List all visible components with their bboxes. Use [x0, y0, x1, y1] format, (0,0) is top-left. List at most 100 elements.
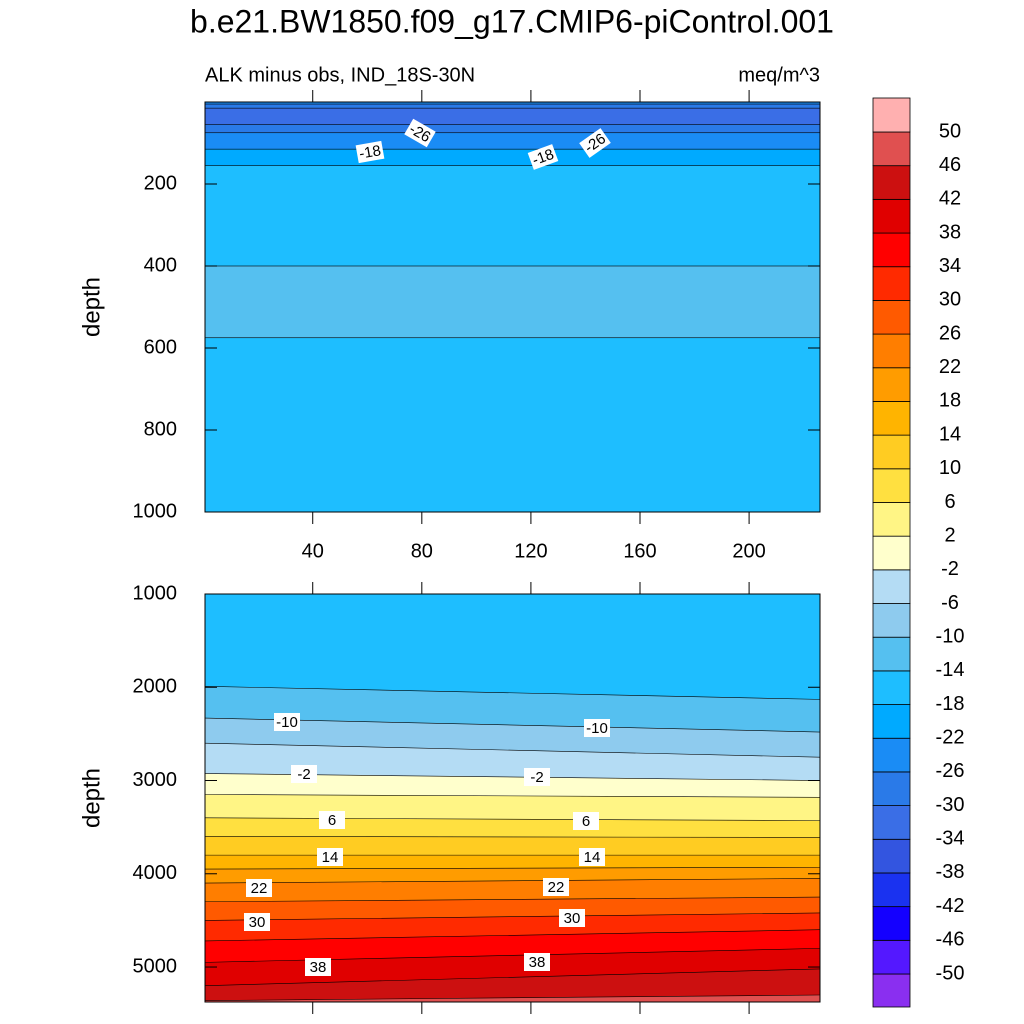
contour-label-bg — [404, 118, 436, 148]
y-tick-label: 200 — [144, 172, 177, 194]
colorbar-label: 42 — [939, 188, 961, 210]
contour-label-bg — [527, 144, 559, 170]
contour-label: 6 — [328, 812, 336, 829]
colorbar-label: 2 — [944, 524, 955, 546]
colorbar-label: -2 — [941, 558, 959, 580]
contour-label-bg — [579, 848, 605, 866]
contour-label: -18 — [530, 146, 556, 169]
contour-label-bg — [355, 140, 385, 164]
contour-label: -10 — [586, 720, 608, 737]
contour-band — [205, 265, 820, 339]
y-tick-label: 3000 — [133, 769, 178, 791]
contour-line — [205, 686, 820, 700]
colorbar-label: -46 — [936, 929, 965, 951]
colorbar-label: 30 — [939, 289, 961, 311]
x-tick-label: 80 — [411, 540, 433, 562]
colorbar-box — [872, 872, 911, 908]
y-axis-label: depth — [78, 768, 105, 828]
contour-label-bg — [543, 878, 569, 896]
contour-label: 14 — [322, 849, 339, 866]
colorbar-box — [872, 434, 911, 470]
contour-label-group: -2 — [291, 765, 317, 783]
colorbar-label: -30 — [936, 794, 965, 816]
x-tick-label: 120 — [514, 540, 547, 562]
contour-label: -10 — [276, 714, 298, 731]
contour-label-bg — [305, 958, 331, 976]
contour-label-bg — [319, 811, 345, 829]
colorbar-box — [872, 198, 911, 234]
colorbar-label: -6 — [941, 592, 959, 614]
contour-line — [205, 994, 820, 1001]
contour-label: 38 — [310, 959, 327, 976]
contour-label-group: 22 — [543, 878, 569, 896]
contour-line — [205, 896, 820, 903]
colorbar-box — [872, 165, 911, 200]
colorbar-box — [872, 838, 911, 874]
contour-label: -2 — [297, 766, 310, 783]
colorbar-label: -22 — [936, 727, 965, 749]
colorbar-label: -50 — [936, 962, 965, 984]
y-tick-label: 4000 — [133, 862, 178, 884]
colorbar-label: -38 — [936, 861, 965, 883]
contour-fill — [205, 968, 820, 1002]
colorbar-label: 50 — [939, 120, 961, 142]
contour-line — [205, 912, 820, 921]
contour-label-bg — [317, 848, 343, 866]
contour-label: 6 — [582, 813, 590, 830]
y-tick-label: 800 — [144, 418, 177, 440]
contour-line — [205, 878, 820, 884]
colorbar-box — [872, 670, 911, 705]
contour-line — [205, 866, 820, 870]
contour-label-bg — [559, 909, 585, 927]
contour-label: 30 — [249, 914, 266, 931]
x-tick-label: 160 — [623, 540, 656, 562]
contour-label: 38 — [529, 954, 546, 971]
contour-label-group: -18 — [355, 140, 385, 164]
colorbar-box — [872, 771, 911, 806]
contour-line — [205, 968, 820, 986]
contour-label-group: -2 — [524, 768, 550, 786]
contour-line — [205, 794, 820, 798]
contour-line — [205, 817, 820, 821]
contour-line — [205, 929, 820, 942]
contour-line — [205, 742, 820, 758]
contour-line — [205, 717, 820, 733]
left-string: ALK minus obs, IND_18S-30N — [205, 64, 475, 86]
colorbar-label: 14 — [939, 423, 961, 445]
contour-label-bg — [579, 128, 611, 158]
y-axis-label: depth — [78, 277, 105, 337]
contour-label-group: -18 — [527, 144, 559, 170]
colorbar-label: -10 — [936, 625, 965, 647]
contour-label: 14 — [584, 849, 601, 866]
contour-label: 30 — [564, 910, 581, 927]
contour-label-bg — [291, 765, 317, 783]
colorbar-box — [872, 232, 911, 268]
colorbar-box — [872, 973, 911, 1008]
colorbar-box — [872, 805, 911, 840]
colorbar-box — [872, 299, 911, 335]
colorbar-box — [872, 333, 911, 369]
colorbar-box — [872, 468, 911, 503]
contour-fill — [205, 995, 820, 1002]
colorbar-box — [872, 401, 911, 436]
colorbar-label: 46 — [939, 154, 961, 176]
colorbar-label: -14 — [936, 659, 965, 681]
colorbar-box — [872, 939, 911, 975]
colorbar-box — [872, 367, 911, 402]
contour-line — [205, 836, 820, 838]
contour-label-bg — [244, 913, 270, 931]
colorbar-box — [872, 569, 911, 604]
contour-label-group: -10 — [584, 719, 610, 737]
colorbar-label: -42 — [936, 895, 965, 917]
colorbar-box — [872, 266, 911, 301]
colorbar-label: 34 — [939, 255, 961, 277]
contour-label: 22 — [548, 879, 565, 896]
y-tick-label: 600 — [144, 336, 177, 358]
colorbar-label: 10 — [939, 457, 961, 479]
colorbar-box — [872, 704, 911, 739]
plot-frame — [204, 593, 821, 1003]
contour-label-group: 6 — [573, 812, 599, 830]
colorbar-box — [872, 906, 911, 941]
contour-label-bg — [274, 713, 300, 731]
